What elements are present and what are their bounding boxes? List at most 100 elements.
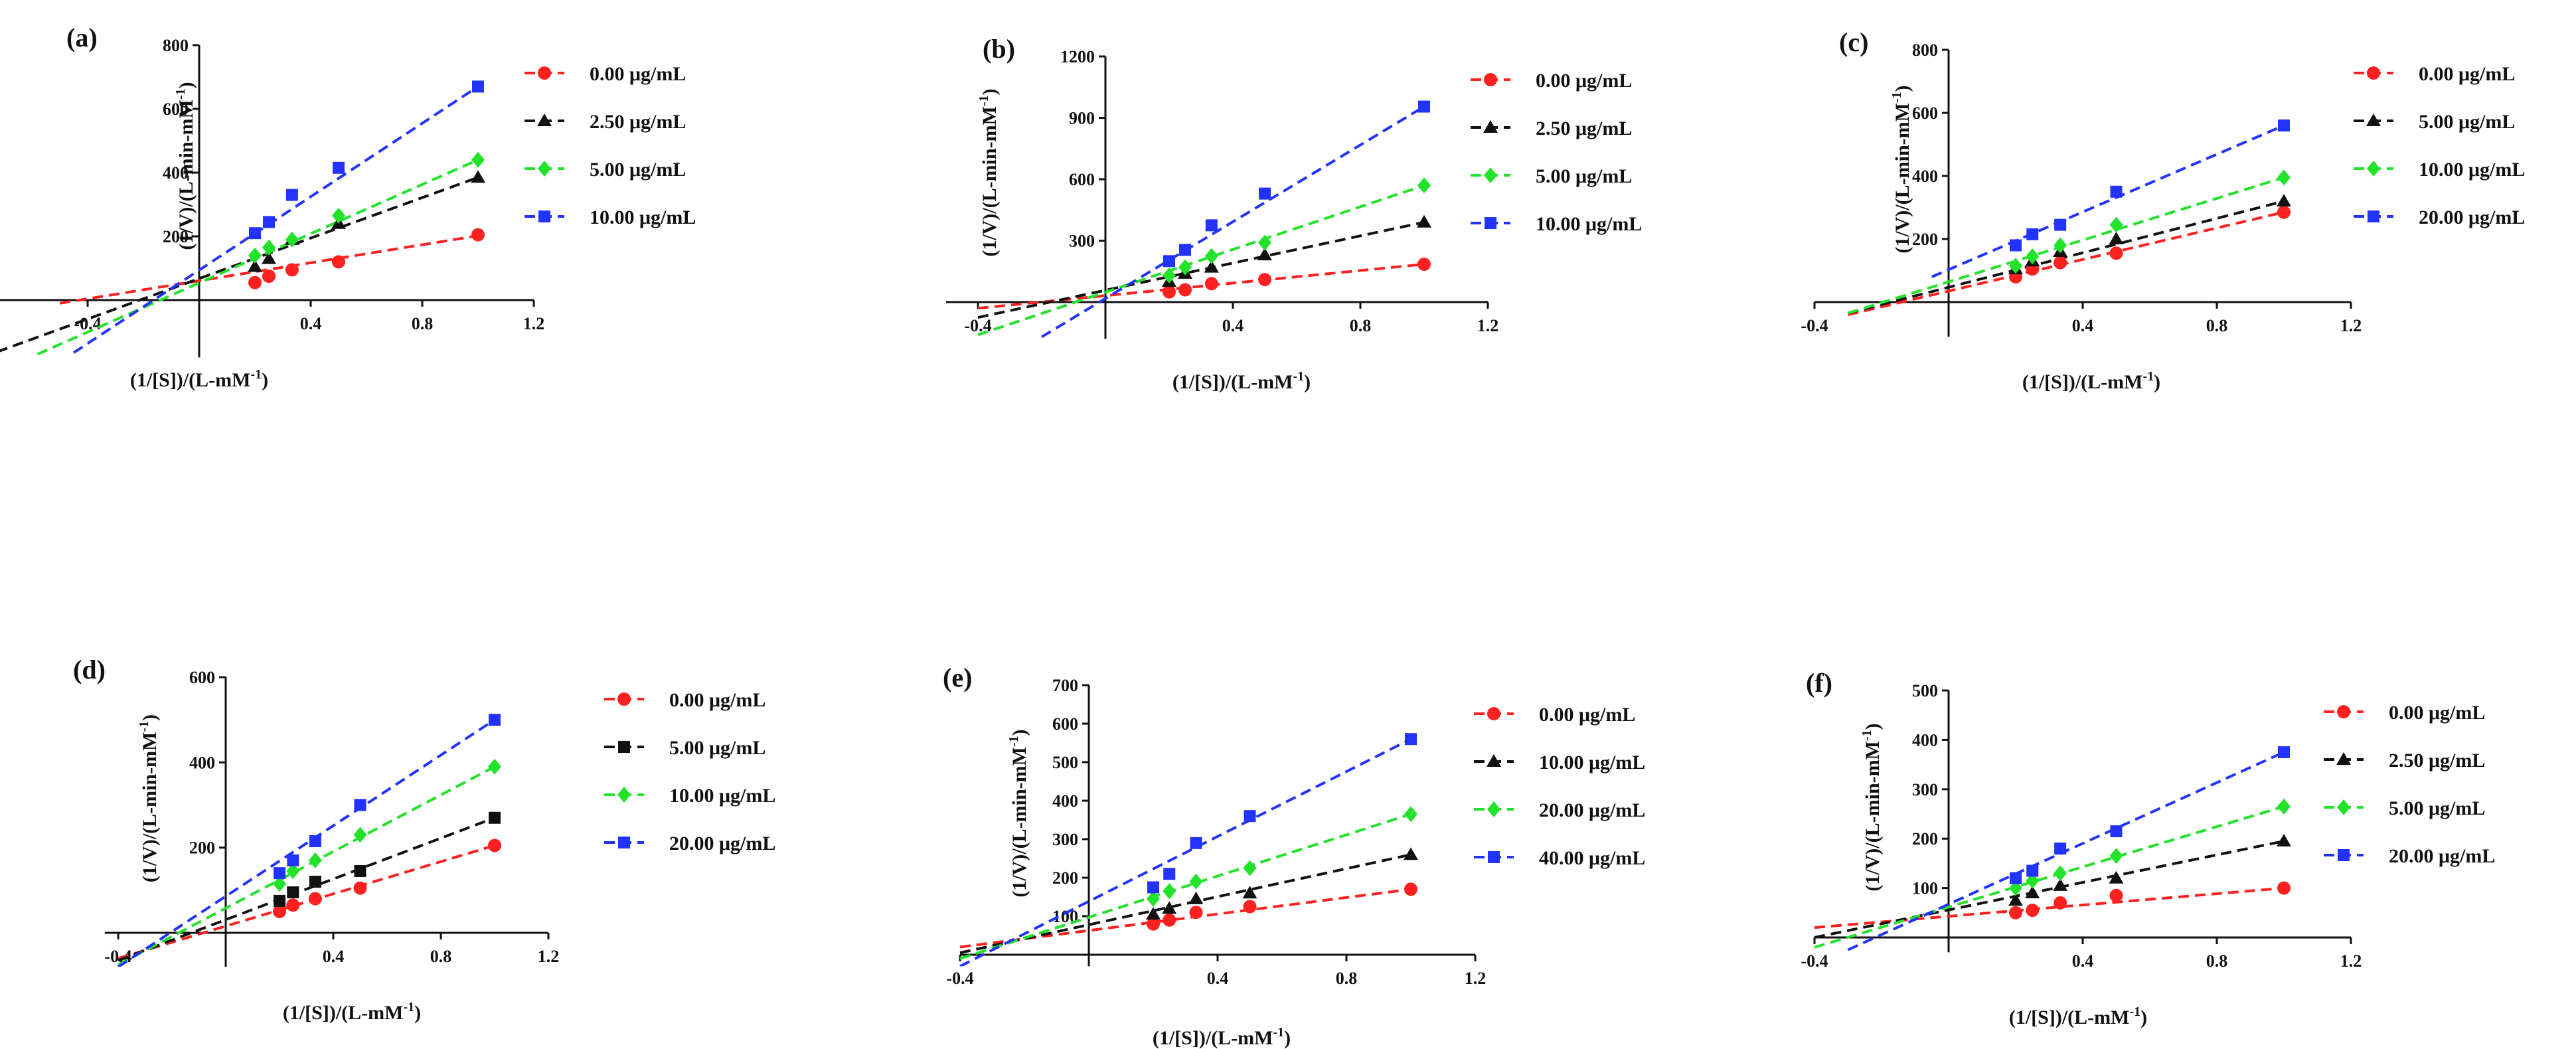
data-point-series-2 [1257, 248, 1272, 261]
legend-item-1: 0.00 μg/mL [1471, 70, 1632, 92]
data-point-series-3 [262, 239, 276, 256]
data-point-series-2 [2008, 893, 2023, 906]
legend-item-4: 10.00 μg/mL [524, 206, 696, 228]
x-axis-title-main: (1/[S])/(L-mM [1172, 371, 1293, 393]
data-point-series-2 [1146, 907, 1161, 920]
data-point-series-4 [1179, 244, 1191, 256]
data-point-series-2 [1242, 886, 1257, 899]
legend-item-4: 20.00 μg/mL [604, 833, 775, 854]
legend-label: 2.50 μg/mL [1536, 118, 1632, 139]
y-tick-label: 300 [1069, 232, 1095, 251]
legend-item-1: 0.00 μg/mL [604, 689, 765, 711]
legend-label: 10.00 μg/mL [1539, 752, 1645, 773]
y-axis-title: (1/V)/(L-min-mM-1) [1006, 729, 1030, 897]
data-point-series-1 [488, 839, 501, 852]
x-axis-title-end: ) [2154, 371, 2160, 393]
fit-line-series-3 [959, 813, 1411, 960]
legend-marker [2336, 752, 2351, 765]
data-point-series-1 [1163, 913, 1176, 927]
x-axis-title-end: ) [1284, 1027, 1291, 1049]
data-point-series-2 [309, 876, 321, 888]
data-point-series-1 [1189, 906, 1203, 920]
data-point-series-1 [353, 881, 367, 895]
x-axis-title-main: (1/[S])/(L-mM [2022, 371, 2143, 393]
panel-label: (b) [983, 34, 1015, 64]
data-point-series-4 [2010, 239, 2022, 252]
data-point-series-2 [262, 251, 276, 264]
x-tick-label: 1.2 [2340, 316, 2362, 335]
legend-marker [1488, 851, 1500, 863]
y-tick-label: 600 [1912, 104, 1938, 123]
legend-label: 10.00 μg/mL [590, 206, 696, 228]
y-axis-title-main: (1/V)/(L-min-mM [1892, 103, 1913, 254]
y-axis-title-main: (1/V)/(L-min-mM [175, 100, 197, 250]
data-point-series-1 [1204, 277, 1218, 291]
data-point-series-4 [1405, 733, 1417, 746]
fit-lines [977, 105, 1425, 339]
fit-line-series-4 [959, 738, 1411, 967]
legend-marker [1487, 801, 1500, 817]
data-point-series-4 [2278, 746, 2290, 758]
data-point-series-2 [1204, 260, 1219, 273]
legend-item-1: 0.00 μg/mL [1474, 704, 1635, 726]
x-tick-label: 1.2 [1465, 969, 1487, 988]
y-axis-title-sup: -1 [173, 88, 188, 100]
data-point-series-4 [1163, 255, 1175, 268]
x-tick-label: 0.8 [1336, 969, 1358, 988]
legend-item-1: 0.00 μg/mL [2354, 63, 2515, 85]
y-tick-label: 600 [163, 100, 189, 119]
legend-item-2: 5.00 μg/mL [604, 737, 765, 759]
data-point-series-2 [1162, 901, 1177, 914]
x-axis-title: (1/[S])/(L-mM-1) [130, 367, 268, 391]
fit-line-series-1 [59, 234, 479, 305]
y-tick-label: 200 [1052, 868, 1078, 888]
fit-line-series-3 [118, 765, 495, 966]
x-axis-title: (1/[S])/(L-mM-1) [2022, 369, 2160, 393]
chart-panel-2: -0.4 0.4 0.8 1.23006009001200(b)(1/V)/(L-mi… [946, 34, 1642, 393]
legend-item-1: 0.00 μg/mL [2324, 702, 2485, 724]
legend-item-4: 10.00 μg/mL [1471, 213, 1642, 235]
y-tick-label: 400 [1912, 730, 1938, 750]
legend-marker [537, 114, 552, 126]
legend-marker [2368, 210, 2379, 222]
data-point-series-1 [248, 276, 262, 289]
data-point-series-1 [1147, 917, 1160, 931]
x-tick-label: 0.4 [2072, 951, 2094, 971]
y-tick-label: 200 [189, 839, 215, 858]
legend-marker [1487, 707, 1500, 720]
y-tick-label: 500 [1912, 681, 1938, 700]
data-point-series-1 [2109, 246, 2123, 260]
legend-item-4: 20.00 μg/mL [2354, 206, 2525, 228]
fit-line-series-4 [117, 718, 496, 967]
x-axis-title-main: (1/[S])/(L-mM [283, 1002, 404, 1024]
x-axis-title: (1/[S])/(L-mM-1) [2009, 1005, 2147, 1028]
data-point-series-4 [2110, 185, 2123, 198]
fit-line-series-4 [1040, 105, 1425, 339]
data-point-series-3 [2009, 258, 2022, 274]
legend-marker [618, 837, 630, 848]
x-tick-label: 0.8 [1350, 316, 1372, 335]
y-axis-title: (1/V)/(L-min-mM-1) [1890, 85, 1913, 253]
data-point-series-4 [1205, 219, 1218, 232]
legend-marker [1484, 73, 1497, 86]
panel-label: (c) [1839, 27, 1868, 57]
x-tick-label: 0.8 [2206, 951, 2228, 971]
data-point-series-3 [1189, 873, 1203, 890]
y-axis-title-end: ) [139, 714, 161, 721]
x-axis-title: (1/[S])/(L-mM-1) [1172, 369, 1311, 393]
legend-item-2: 10.00 μg/mL [1474, 752, 1645, 773]
y-tick-label: 800 [163, 36, 189, 55]
y-tick-label: 400 [163, 163, 189, 183]
data-point-series-4 [1190, 837, 1202, 849]
data-point-series-1 [1404, 882, 1417, 896]
x-tick-label: 0.4 [323, 947, 345, 966]
y-axis-title-main: (1/V)/(L-min-mM [1008, 747, 1030, 898]
legend-label: 10.00 μg/mL [669, 785, 775, 807]
data-point-series-3 [248, 247, 262, 264]
fit-line-series-1 [118, 844, 495, 960]
legend-marker [1483, 120, 1498, 133]
y-axis-title-sup: -1 [1890, 92, 1904, 103]
legend-marker [2338, 849, 2350, 861]
legend-marker [617, 692, 631, 706]
